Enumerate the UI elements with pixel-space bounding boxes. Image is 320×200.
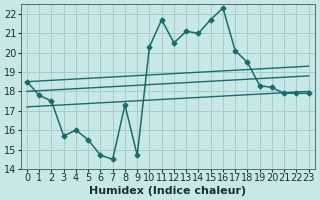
X-axis label: Humidex (Indice chaleur): Humidex (Indice chaleur) [89, 186, 246, 196]
